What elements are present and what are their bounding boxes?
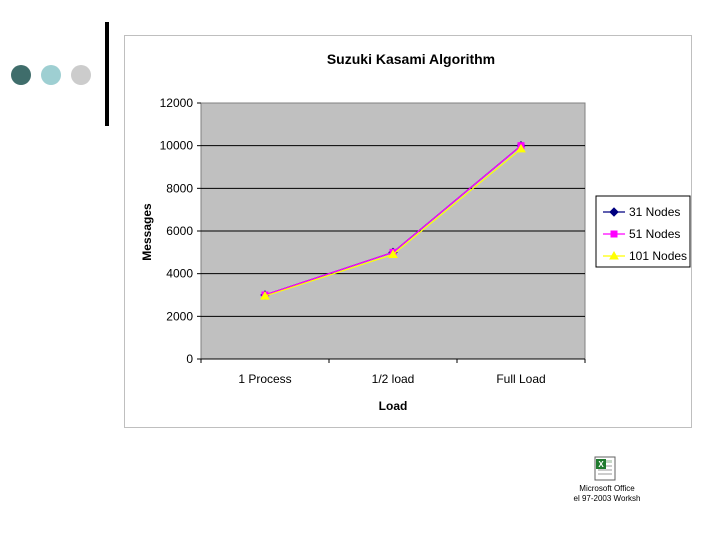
legend-entry: 31 Nodes	[603, 205, 680, 219]
excel-worksheet-icon[interactable]: X	[594, 456, 618, 482]
y-axis-title: Messages	[140, 203, 154, 261]
x-tick-label: 1/2 load	[372, 372, 415, 386]
svg-text:X: X	[598, 460, 604, 469]
x-axis-title: Load	[379, 399, 408, 413]
data-point	[516, 143, 526, 153]
legend-entry: 51 Nodes	[603, 227, 680, 241]
decorative-dot-teal	[11, 65, 31, 85]
line-chart: Suzuki Kasami Algorithm 0 2000 4000 6000 800…	[140, 51, 691, 413]
decorative-dot-gray	[71, 65, 91, 85]
legend-label: 101 Nodes	[629, 249, 687, 263]
legend-entry: 101 Nodes	[603, 249, 687, 263]
x-axis-ticks: 1 Process 1/2 load Full Load	[200, 358, 586, 386]
y-axis-ticks: 0 2000 4000 6000 8000 10000 12000	[160, 96, 201, 366]
data-point	[260, 291, 270, 300]
y-tick-label: 6000	[166, 224, 193, 238]
y-tick-label: 4000	[166, 267, 193, 281]
y-tick-label: 2000	[166, 309, 193, 323]
y-tick-label: 12000	[160, 96, 194, 110]
legend-items: 31 Nodes 51 Nodes 101 Nodes	[603, 205, 687, 263]
chart-frame: Suzuki Kasami Algorithm 0 2000 4000 6000 800…	[124, 35, 692, 428]
series-layer	[260, 140, 526, 300]
y-tick-label: 8000	[166, 181, 193, 195]
legend: 31 Nodes 51 Nodes 101 Nodes	[595, 195, 691, 268]
data-point	[388, 249, 398, 258]
decorative-vertical-bar	[105, 22, 109, 126]
y-tick-label: 0	[186, 352, 193, 366]
legend-label: 51 Nodes	[629, 227, 680, 241]
legend-marker	[609, 207, 619, 217]
legend-marker	[610, 230, 618, 238]
legend-label: 31 Nodes	[629, 205, 680, 219]
embedded-object-label-line1: Microsoft Office	[579, 484, 635, 493]
legend-marker	[609, 250, 619, 260]
series-3	[260, 143, 526, 300]
chart-title: Suzuki Kasami Algorithm	[327, 51, 495, 67]
y-tick-label: 10000	[160, 139, 194, 153]
x-tick-label: Full Load	[496, 372, 545, 386]
embedded-object-label-line2: el 97-2003 Worksh	[573, 494, 641, 503]
x-tick-label: 1 Process	[238, 372, 291, 386]
decorative-dot-light-blue	[41, 65, 61, 85]
